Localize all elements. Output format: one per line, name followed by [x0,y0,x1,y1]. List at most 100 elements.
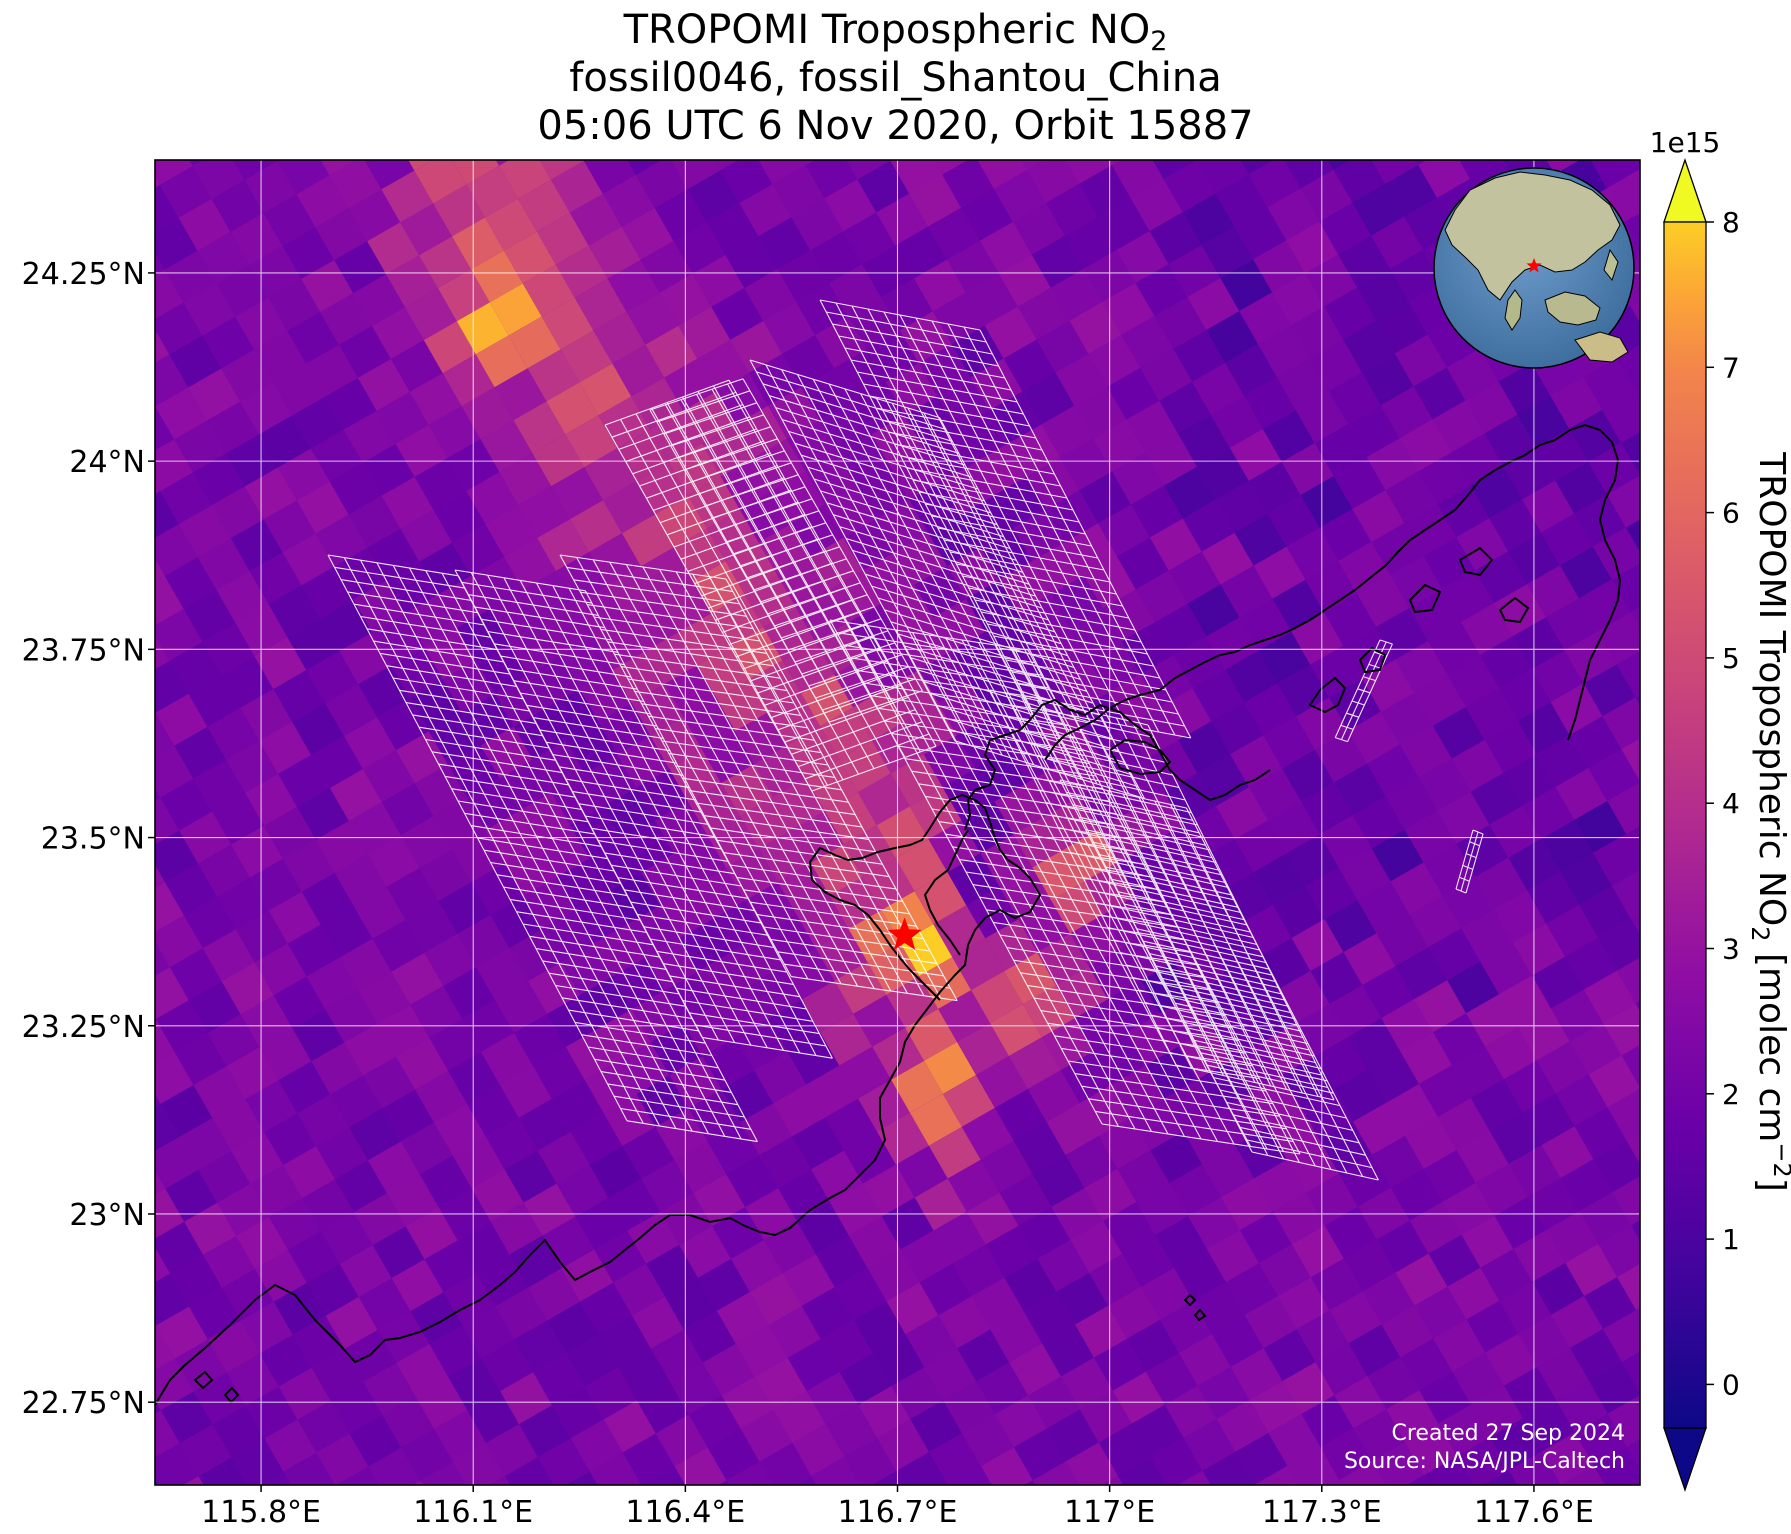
no2-pixel [1164,1079,1217,1132]
no2-pixel [155,439,194,492]
no2-pixel [1230,735,1283,788]
no2-pixel [381,783,434,836]
no2-pixel [1154,297,1207,349]
no2-pixel [546,382,599,435]
no2-pixel [1612,869,1640,919]
no2-pixel [452,160,500,185]
no2-pixel [688,1089,741,1142]
no2-pixel [1499,1281,1552,1334]
no2-pixel [622,1433,675,1485]
coastline-fujian [1044,423,1622,761]
no2-pixel [1437,791,1490,844]
no2-pixel [1188,1197,1241,1250]
no2-pixel [1098,504,1150,557]
no2-pixel [1211,1315,1264,1367]
no2-pixel [857,773,910,826]
no2-pixel [551,773,604,826]
no2-pixel [1437,1098,1490,1150]
no2-pixel [1273,1192,1325,1245]
no2-pixel [1555,461,1608,514]
no2-pixel [1229,428,1282,481]
no2-pixel [353,886,406,939]
no2-pixel [1560,852,1613,905]
no2-pixel [330,1075,383,1128]
no2-pixel [1385,471,1438,524]
no2-pixel [357,359,410,411]
no2-pixel [1017,287,1070,340]
no2-pixel [1338,542,1391,594]
no2-pixel [1196,160,1249,194]
no2-pixel [853,994,906,1047]
no2-pixel [311,1042,364,1095]
no2-pixel [1159,1301,1212,1353]
no2-pixel [947,853,1000,906]
colorbar-tick-label: 2 [1722,1078,1740,1111]
no2-pixel [872,1027,925,1080]
no2-pixel [990,1004,1042,1057]
no2-pixel [645,325,698,378]
no2-pixel [311,1348,364,1401]
no2-pixel [919,1263,972,1316]
no2-pixel [1131,485,1183,538]
no2-pixel [400,203,453,256]
coastline-estuary-river [923,829,969,956]
no2-pixel [466,472,519,524]
no2-pixel [1536,1041,1589,1094]
no2-pixel [1281,443,1334,495]
no2-pixel [348,495,401,548]
no2-pixel [1466,1300,1519,1353]
no2-pixel [885,363,938,416]
no2-pixel [650,1329,703,1382]
no2-pixel [268,585,321,638]
no2-pixel [155,269,184,319]
no2-pixel [165,863,217,916]
no2-pixel [268,278,321,331]
no2-pixel [1504,1366,1556,1419]
no2-pixel [1484,414,1537,467]
no2-pixel [1333,763,1386,816]
no2-pixel [155,217,198,270]
no2-pixel [155,635,170,670]
no2-pixel [1056,1272,1109,1325]
no2-pixel [240,995,293,1048]
no2-pixel [155,1273,190,1326]
no2-pixel [1319,202,1372,255]
no2-pixel [1470,1079,1523,1132]
no2-pixel [806,1372,859,1424]
no2-pixel [504,538,557,590]
no2-pixel [979,221,1032,274]
no2-pixel [1046,1103,1099,1156]
no2-pixel [725,542,778,595]
no2-pixel [674,1447,727,1485]
no2-pixel [1352,796,1405,849]
no2-pixel [315,820,368,873]
no2-pixel [583,160,636,194]
site-marker [887,917,922,950]
no2-pixel [636,1075,689,1128]
no2-pixel [349,1414,402,1467]
no2-pixel [1315,1343,1368,1396]
no2-pixel [1159,381,1212,434]
no2-pixel [155,160,193,185]
no2-pixel [1532,1262,1585,1315]
no2-pixel [395,731,448,784]
no2-pixel [1267,494,1320,547]
no2-pixel [706,203,759,256]
no2-pixel [671,160,721,190]
no2-pixel [415,1070,467,1123]
no2-pixel [155,1358,194,1411]
no2-pixel [947,1159,1000,1212]
no2-pixel [999,1173,1052,1226]
no2-pixel [1381,999,1434,1052]
no2-pixel [1168,245,1221,298]
no2-pixel [551,1080,604,1132]
no2-pixel [1597,918,1640,971]
no2-pixel [1588,1361,1640,1414]
no2-pixel [560,330,613,383]
no2-pixel [744,269,797,322]
no2-pixel [1117,1150,1170,1203]
no2-pixel [895,1145,948,1198]
no2-pixel [627,160,663,176]
no2-pixel [212,1099,265,1152]
no2-pixel [862,1164,915,1217]
